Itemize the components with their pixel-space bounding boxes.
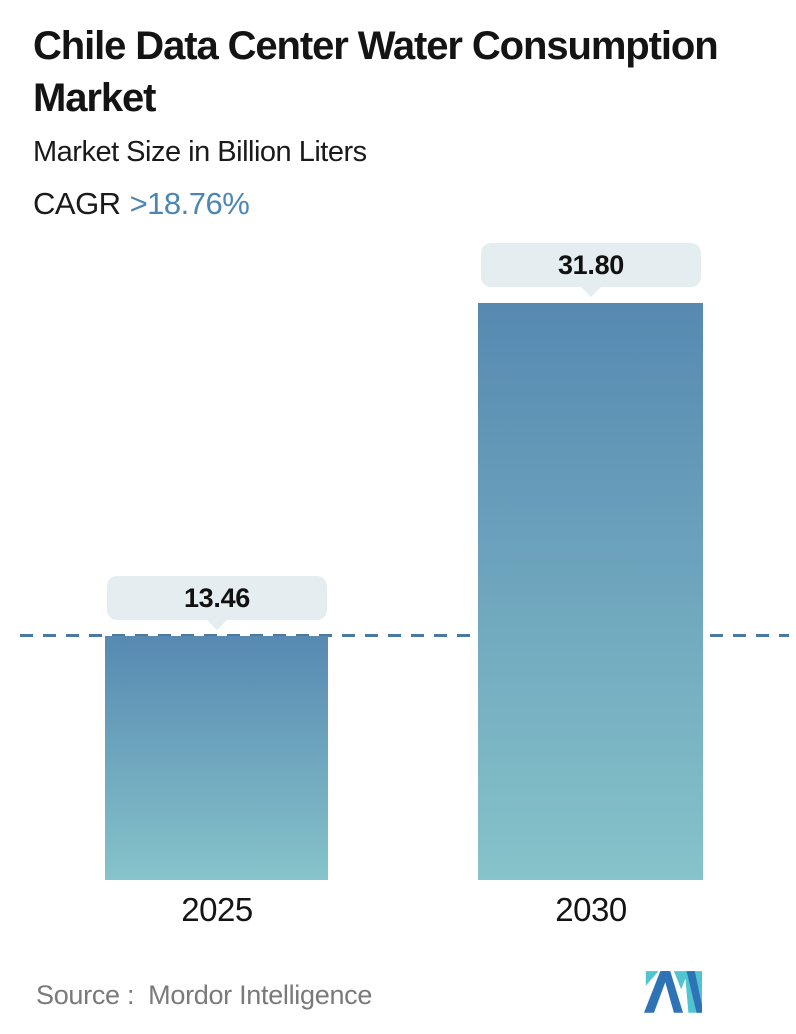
source-attribution: Source : Mordor Intelligence bbox=[36, 980, 372, 1011]
page-title: Chile Data Center Water Consumption Mark… bbox=[33, 24, 719, 120]
bar-2030 bbox=[478, 303, 703, 880]
bar-2025 bbox=[105, 636, 328, 880]
value-label: 31.80 bbox=[557, 249, 625, 280]
value-badge-2025: 13.46 bbox=[107, 576, 327, 620]
mordor-intelligence-logo bbox=[644, 971, 702, 1013]
cagr-value: >18.76% bbox=[129, 186, 250, 221]
category-label-2030: 2030 bbox=[555, 891, 627, 928]
value-badge-2030: 31.80 bbox=[481, 243, 701, 287]
reference-dashed-line bbox=[20, 634, 789, 637]
cagr-label: CAGR bbox=[33, 186, 121, 221]
cagr-line: CAGR >18.76% bbox=[33, 186, 250, 222]
category-label-2025: 2025 bbox=[181, 891, 253, 928]
source-label: Source : bbox=[36, 980, 135, 1010]
value-label: 13.46 bbox=[183, 582, 251, 613]
source-name: Mordor Intelligence bbox=[148, 980, 373, 1010]
chart-subtitle: Market Size in Billion Liters bbox=[33, 136, 367, 168]
